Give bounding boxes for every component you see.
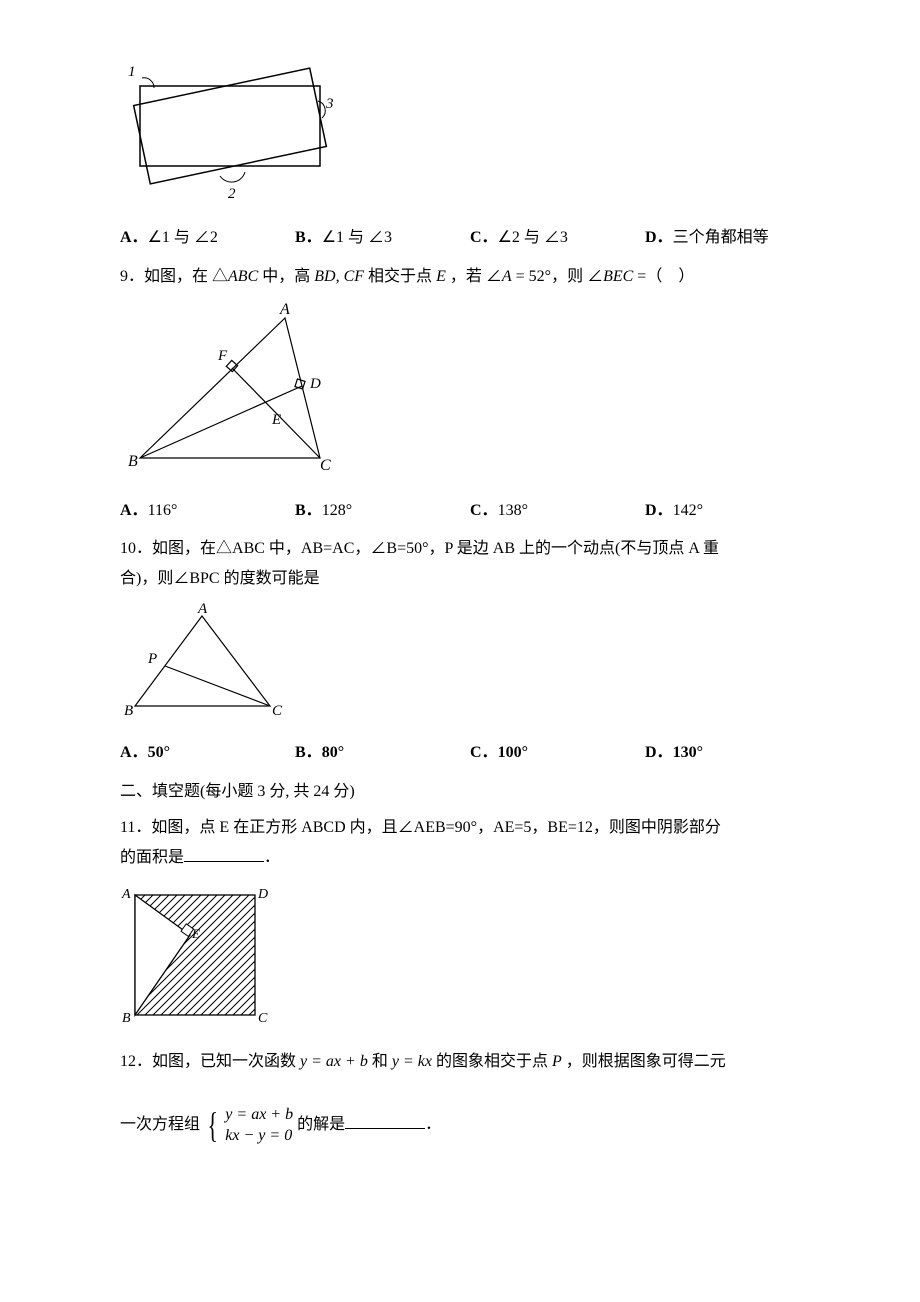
q9-option-d[interactable]: D．142°	[645, 496, 820, 526]
q9-label-B: B	[128, 453, 138, 470]
q11-label-D: D	[257, 887, 268, 902]
q10-option-a[interactable]: A．50°	[120, 738, 295, 768]
q9-label-F: F	[217, 348, 228, 364]
q8-option-d[interactable]: D．三个角都相等	[645, 223, 820, 253]
q8-option-b[interactable]: B．∠1 与 ∠3	[295, 223, 470, 253]
q12-text: 12．如图，已知一次函数 y = ax + b 和 y = kx 的图象相交于点…	[120, 1047, 820, 1077]
q9-label-A: A	[279, 301, 290, 318]
q9-text: 9．如图，在 △ABC 中，高 BD, CF 相交于点 E ，若 ∠A = 52…	[120, 262, 820, 292]
q9-figure: A B C D E F	[120, 298, 820, 489]
q9-options: A．116° B．128° C．138° D．142°	[120, 496, 820, 526]
q10-options: A．50° B．80° C．100° D．130°	[120, 738, 820, 768]
q9-option-b[interactable]: B．128°	[295, 496, 470, 526]
q9-label-C: C	[320, 457, 331, 474]
q11-label-E: E	[191, 926, 200, 941]
q11-label-A: A	[121, 887, 131, 902]
q11-blank[interactable]	[184, 845, 264, 862]
q9-option-a[interactable]: A．116°	[120, 496, 295, 526]
q12-blank[interactable]	[345, 1112, 425, 1129]
q10-option-c[interactable]: C．100°	[470, 738, 645, 768]
q8-label-3: 3	[325, 96, 334, 112]
q9-label-E: E	[271, 412, 281, 428]
q9-option-c[interactable]: C．138°	[470, 496, 645, 526]
q8-option-c[interactable]: C．∠2 与 ∠3	[470, 223, 645, 253]
q12-text-2: 一次方程组 { y = ax + b kx − y = 0 的解是．	[120, 1091, 820, 1159]
q11-text: 11．如图，点 E 在正方形 ABCD 内，且∠AEB=90°，AE=5，BE=…	[120, 813, 820, 874]
q8-label-1: 1	[128, 64, 136, 80]
q10-label-P: P	[147, 651, 157, 667]
q10-label-A: A	[197, 601, 208, 617]
q11-figure: A B C D E	[120, 880, 820, 1041]
q10-option-b[interactable]: B．80°	[295, 738, 470, 768]
q10-option-d[interactable]: D．130°	[645, 738, 820, 768]
q11-label-C: C	[258, 1011, 268, 1026]
q12-system: { y = ax + b kx − y = 0	[204, 1091, 293, 1159]
q8-option-a[interactable]: A．∠1 与 ∠2	[120, 223, 295, 253]
section2-heading: 二、填空题(每小题 3 分, 共 24 分)	[120, 777, 820, 807]
q11-label-B: B	[122, 1011, 131, 1026]
q10-text: 10．如图，在△ABC 中，AB=AC，∠B=50°，P 是边 AB 上的一个动…	[120, 534, 820, 595]
q10-label-B: B	[124, 703, 133, 719]
q8-label-2: 2	[228, 186, 236, 202]
q10-figure: A B C P	[120, 601, 820, 732]
q8-options: A．∠1 与 ∠2 B．∠1 与 ∠3 C．∠2 与 ∠3 D．三个角都相等	[120, 223, 820, 253]
q8-figure: 1 2 3	[120, 46, 820, 217]
q9-label-D: D	[309, 376, 321, 392]
q10-label-C: C	[272, 703, 283, 719]
